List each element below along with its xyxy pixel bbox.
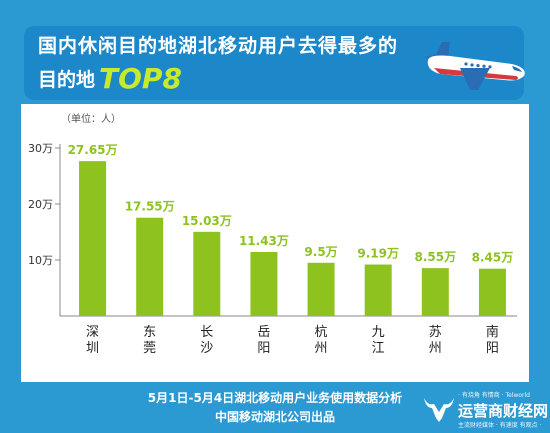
x-category-label: 阳 bbox=[486, 341, 499, 356]
page-title-prefix: 目的地 bbox=[38, 69, 96, 91]
x-category-label: 长 bbox=[200, 325, 213, 340]
x-category-label: 九 bbox=[372, 325, 385, 340]
page-title-line2: 目的地 TOP8 bbox=[38, 62, 182, 95]
bar-value-label: 11.43万 bbox=[239, 234, 289, 248]
page-title: 国内休闲目的地湖北移动用户去得最多的 bbox=[38, 35, 399, 57]
bar-value-label: 9.5万 bbox=[304, 245, 337, 259]
chart-bar bbox=[193, 231, 221, 316]
footer-line1: 5月1日-5月4日湖北移动用户业务使用数据分析 bbox=[147, 391, 403, 405]
chart-bar bbox=[250, 251, 278, 316]
chart-bar bbox=[79, 161, 107, 316]
watermark: · 有烧角 有情商 · Telworld 运营商财经网 主流财经媒体 · 有速度… bbox=[418, 388, 548, 432]
chart-bar bbox=[364, 264, 392, 316]
bar-value-label: 9.19万 bbox=[357, 247, 399, 261]
x-category-label: 州 bbox=[315, 341, 328, 356]
x-category-label: 杭 bbox=[315, 325, 328, 340]
chart-bar bbox=[421, 268, 449, 316]
chart-bar bbox=[307, 262, 335, 316]
y-tick-label: 30万 bbox=[28, 142, 53, 155]
bar-value-label: 15.03万 bbox=[182, 214, 232, 228]
x-category-label: 沙 bbox=[200, 341, 213, 356]
chart-bar bbox=[478, 268, 506, 316]
x-category-label: 苏 bbox=[429, 324, 442, 340]
watermark-tagline: · 有烧角 有情商 · Telworld bbox=[458, 392, 530, 399]
x-category-label: 东 bbox=[143, 325, 156, 340]
x-category-label: 州 bbox=[429, 341, 442, 356]
x-category-label: 圳 bbox=[86, 341, 99, 356]
footer-line2: 中国移动湖北公司出品 bbox=[214, 410, 335, 424]
bull-logo-icon bbox=[424, 398, 454, 422]
bar-value-label: 17.55万 bbox=[125, 200, 175, 214]
x-category-label: 南 bbox=[486, 324, 499, 340]
y-tick-label: 10万 bbox=[28, 254, 53, 267]
x-category-label: 阳 bbox=[257, 341, 270, 356]
x-category-label: 深 bbox=[86, 325, 99, 340]
chart-bar bbox=[136, 217, 164, 316]
watermark-subline: 主流财经媒体 · 有速度 有观点 · bbox=[458, 422, 542, 429]
bar-value-label: 8.45万 bbox=[472, 251, 514, 265]
top8-highlight: TOP8 bbox=[99, 62, 182, 95]
bar-value-label: 8.55万 bbox=[415, 250, 457, 264]
x-category-label: 莞 bbox=[143, 341, 156, 356]
x-category-label: 江 bbox=[372, 341, 385, 356]
bar-value-label: 27.65万 bbox=[68, 143, 118, 157]
y-tick-label: 20万 bbox=[28, 198, 53, 211]
x-category-label: 岳 bbox=[257, 325, 270, 340]
watermark-name: 运营商财经网 bbox=[458, 402, 549, 420]
unit-label: （单位：人） bbox=[61, 112, 121, 125]
airplane-icon bbox=[424, 42, 525, 90]
